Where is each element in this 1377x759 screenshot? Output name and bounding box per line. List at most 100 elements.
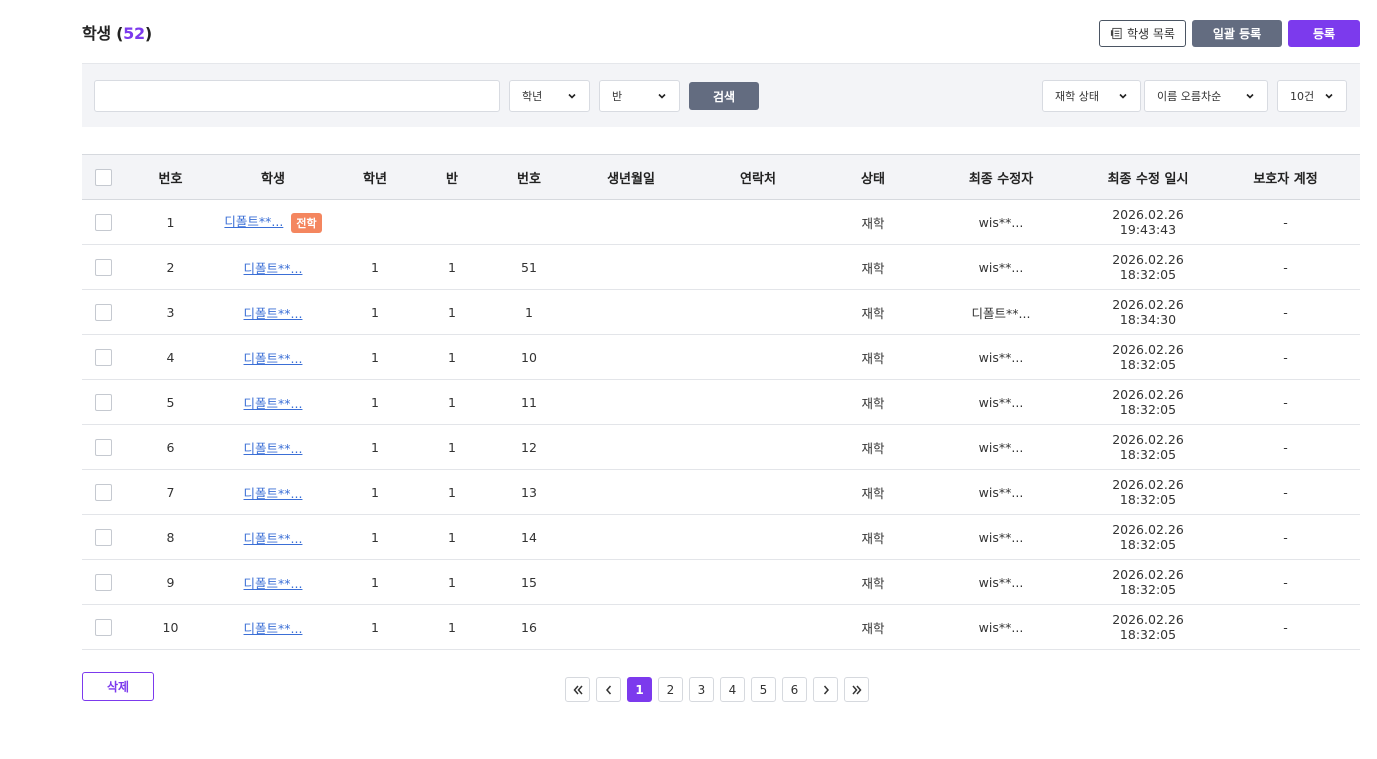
row-checkbox[interactable]: [94, 303, 112, 321]
row-checkbox[interactable]: [94, 483, 112, 501]
column-header[interactable]: 보호자 계정: [1253, 171, 1318, 187]
search-input[interactable]: [94, 80, 500, 112]
cell-guardian: -: [1283, 394, 1288, 410]
double-chevron-right-icon: [851, 685, 861, 694]
row-checkbox[interactable]: [94, 213, 112, 231]
student-name-link[interactable]: 디폴트**...: [224, 214, 284, 230]
sort-select[interactable]: 이름 오름차순: [1144, 80, 1268, 112]
cell-class: [421, 200, 483, 245]
column-header[interactable]: 상태: [861, 171, 885, 187]
cell-modified: 2026.02.26 19:43:43: [1112, 207, 1184, 237]
cell-no: 3: [166, 304, 175, 320]
row-checkbox[interactable]: [94, 528, 112, 546]
page-button-3[interactable]: 3: [689, 677, 714, 702]
column-header[interactable]: 학생: [261, 171, 285, 187]
cell-num: 10: [521, 349, 537, 365]
chevron-down-icon: [1246, 93, 1254, 99]
row-select-cell: [82, 380, 124, 425]
row-checkbox[interactable]: [94, 258, 112, 276]
row-checkbox[interactable]: [94, 438, 112, 456]
cell-status: 재학: [861, 620, 885, 636]
row-checkbox[interactable]: [94, 393, 112, 411]
chevron-left-icon: [605, 685, 611, 694]
page-button-1[interactable]: 1: [627, 677, 652, 702]
count-open-paren: (: [116, 24, 124, 43]
first-page-button[interactable]: [565, 677, 590, 702]
select-all-checkbox[interactable]: [94, 168, 112, 186]
student-name-link[interactable]: 디폴트**...: [243, 305, 303, 321]
cell-grade: 1: [371, 439, 379, 455]
next-page-button[interactable]: [813, 677, 838, 702]
table-row: 2 디폴트**... 1 1 51 재학 wis**... 2026.02.26 18:32:…: [82, 245, 1360, 290]
row-select-cell: [82, 560, 124, 605]
column-header[interactable]: 반: [446, 171, 458, 187]
student-name-link[interactable]: 디폴트**...: [243, 395, 303, 411]
cell-birth: [575, 560, 687, 605]
page-button-6[interactable]: 6: [782, 677, 807, 702]
student-name-cell: 디폴트**...: [217, 470, 329, 515]
student-list-button[interactable]: 학생 목록: [1099, 20, 1186, 47]
cell-guardian: -: [1283, 304, 1288, 320]
cell-modifier: wis**...: [978, 619, 1024, 635]
student-name-link[interactable]: 디폴트**...: [243, 350, 303, 366]
delete-button[interactable]: 삭제: [82, 672, 154, 701]
last-page-button[interactable]: [844, 677, 869, 702]
cell-status: 재학: [861, 350, 885, 366]
class-select-label: 반: [612, 90, 623, 103]
cell-class: 1: [448, 529, 456, 545]
register-button[interactable]: 등록: [1288, 20, 1360, 47]
page-button-2[interactable]: 2: [658, 677, 683, 702]
student-list-label: 학생 목록: [1127, 27, 1175, 41]
cell-modifier: wis**...: [978, 349, 1024, 365]
grade-select[interactable]: 학년: [509, 80, 590, 112]
student-name-link[interactable]: 디폴트**...: [243, 440, 303, 456]
student-name-link[interactable]: 디폴트**...: [243, 260, 303, 276]
cell-modified: 2026.02.26 18:32:05: [1112, 432, 1184, 462]
cell-status: 재학: [861, 260, 885, 276]
cell-guardian: -: [1283, 619, 1288, 635]
page-button-5[interactable]: 5: [751, 677, 776, 702]
column-header[interactable]: 번호: [158, 171, 183, 187]
table-row: 5 디폴트**... 1 1 11 재학 wis**... 2026.02.26 18:32:…: [82, 380, 1360, 425]
page-size-select[interactable]: 10건: [1277, 80, 1347, 112]
cell-no: 9: [166, 574, 175, 590]
cell-num: 12: [521, 439, 537, 455]
cell-no: 8: [166, 529, 175, 545]
column-header[interactable]: 생년월일: [607, 171, 655, 187]
column-header[interactable]: 연락처: [740, 171, 776, 187]
column-header[interactable]: 최종 수정자: [968, 171, 1034, 187]
status-select-label: 재학 상태: [1055, 90, 1099, 103]
cell-no: 6: [166, 439, 175, 455]
cell-modifier: wis**...: [978, 394, 1024, 410]
double-chevron-left-icon: [573, 685, 583, 694]
bulk-register-button[interactable]: 일괄 등록: [1192, 20, 1282, 47]
row-select-cell: [82, 470, 124, 515]
student-name-link[interactable]: 디폴트**...: [243, 620, 303, 636]
student-name-link[interactable]: 디폴트**...: [243, 485, 303, 501]
row-checkbox[interactable]: [94, 573, 112, 591]
cell-birth: [575, 335, 687, 380]
page-button-4[interactable]: 4: [720, 677, 745, 702]
student-name-link[interactable]: 디폴트**...: [243, 530, 303, 546]
status-select[interactable]: 재학 상태: [1042, 80, 1141, 112]
class-select[interactable]: 반: [599, 80, 680, 112]
student-name-link[interactable]: 디폴트**...: [243, 575, 303, 591]
sort-select-label: 이름 오름차순: [1157, 90, 1222, 103]
cell-num: 51: [521, 259, 537, 275]
cell-num: [483, 200, 575, 245]
prev-page-button[interactable]: [596, 677, 621, 702]
row-checkbox[interactable]: [94, 348, 112, 366]
row-checkbox[interactable]: [94, 618, 112, 636]
search-button[interactable]: 검색: [689, 82, 759, 110]
cell-grade: 1: [371, 619, 379, 635]
row-select-cell: [82, 200, 124, 245]
cell-num: 14: [521, 529, 537, 545]
chevron-down-icon: [658, 93, 666, 99]
column-header[interactable]: 학년: [363, 171, 387, 187]
column-header[interactable]: 번호: [517, 171, 541, 187]
student-name-cell: 디폴트**...: [217, 560, 329, 605]
transfer-badge: 전학: [291, 212, 322, 233]
cell-birth: [575, 515, 687, 560]
column-header[interactable]: 최종 수정 일시: [1107, 171, 1189, 187]
